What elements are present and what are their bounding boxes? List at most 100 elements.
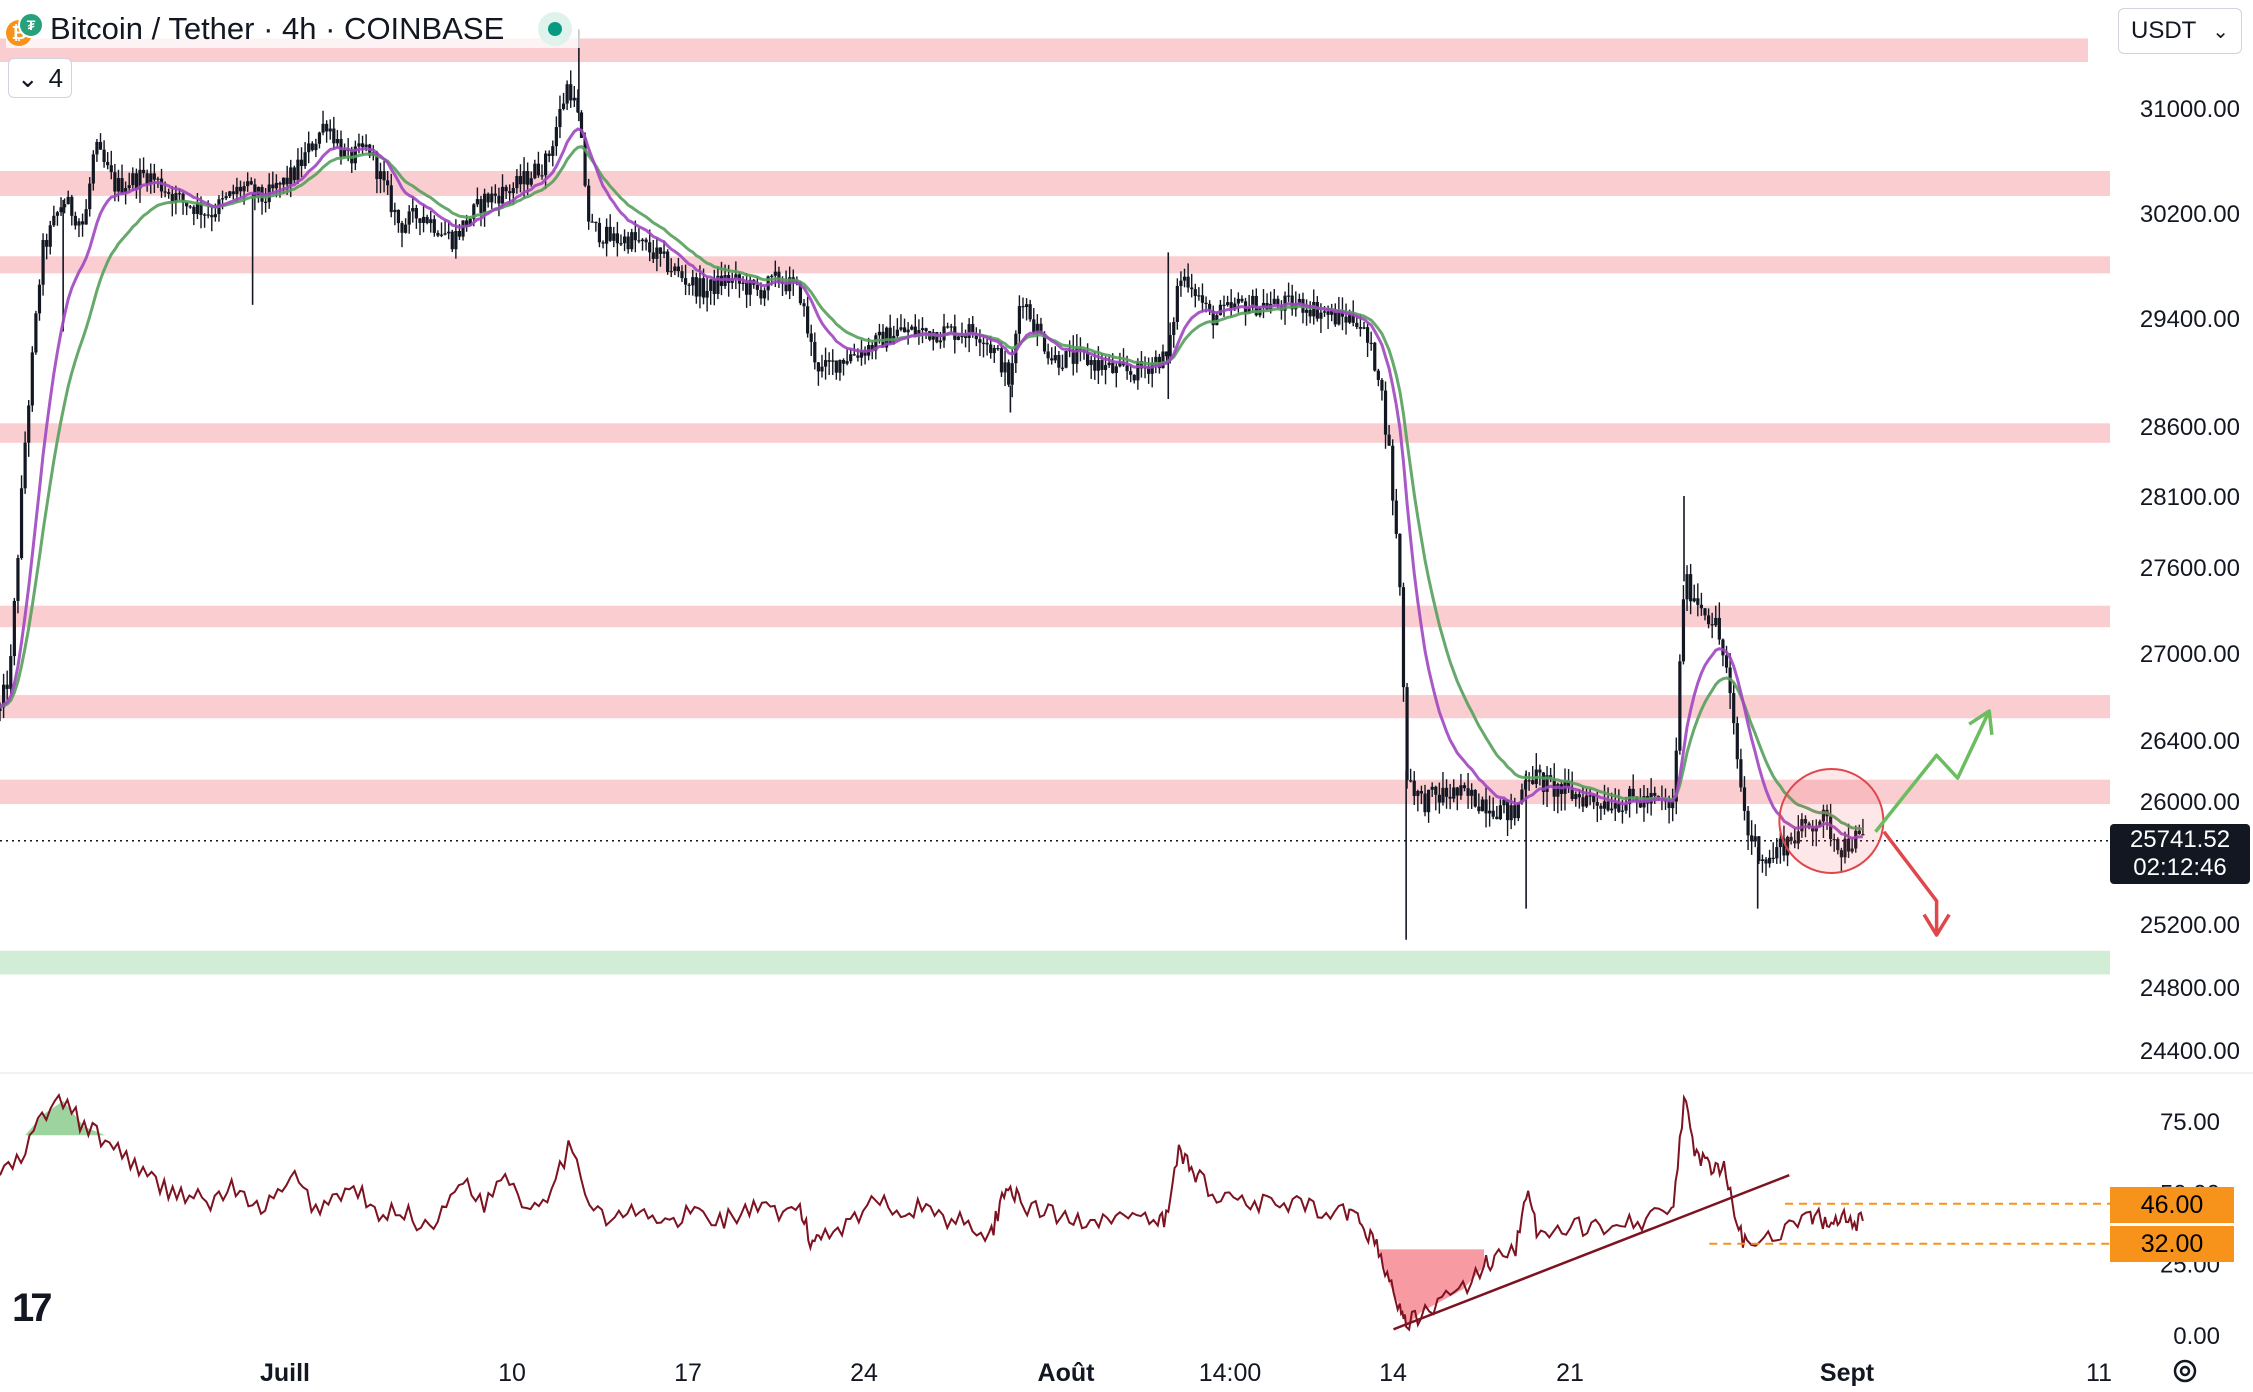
candle-body [1599, 805, 1603, 809]
candle-body [1208, 303, 1212, 311]
candle-body [443, 233, 447, 235]
candle-body [414, 208, 418, 219]
current-price-tag: 25741.52 02:12:46 [2110, 824, 2250, 884]
candle-body [1398, 533, 1402, 588]
candle-body [949, 326, 953, 328]
symbol-title[interactable]: Bitcoin / Tether · 4h · COINBASE [50, 11, 505, 46]
projection-down-arrow [1882, 830, 1939, 936]
candle-body [1545, 775, 1549, 792]
candle-body [1613, 803, 1617, 809]
candle-body [784, 283, 788, 292]
candle-body [199, 203, 203, 215]
collapse-indicators-button[interactable]: ⌄ 4 [8, 58, 72, 98]
candle-body [1373, 342, 1377, 371]
candle-body [899, 327, 903, 330]
candle-body [1182, 276, 1187, 281]
candle-body [1452, 787, 1456, 799]
candle-body [1803, 819, 1808, 824]
candle-body [777, 271, 781, 283]
candle-body [1739, 759, 1743, 788]
candle-body [543, 153, 548, 176]
candle-body [307, 143, 311, 153]
candle-body [493, 193, 497, 196]
candle-body [533, 163, 537, 179]
candle-body [249, 181, 253, 185]
candle-body [1423, 793, 1427, 813]
candle-body [1617, 803, 1621, 812]
candle-body [404, 224, 408, 233]
candle-body [1118, 362, 1122, 367]
candle-body [1624, 804, 1628, 811]
candle-body [1024, 304, 1029, 307]
chevron-down-icon: ⌄ [16, 62, 39, 93]
candle-body [1857, 830, 1861, 835]
candle-body [1681, 599, 1686, 662]
candle-body [1610, 808, 1614, 811]
candle-body [364, 144, 368, 148]
candle-body [741, 282, 745, 284]
candle-body [1477, 806, 1481, 812]
candle-body [138, 169, 142, 189]
candle-body [687, 284, 691, 286]
time-axis-label: Août [1038, 1359, 1096, 1387]
candle-body [63, 204, 67, 208]
candle-body [1638, 801, 1642, 808]
gear-icon[interactable] [2170, 1356, 2200, 1386]
candle-body [1692, 598, 1696, 602]
candle-body [328, 128, 332, 132]
candle-body [1222, 304, 1226, 306]
rsi-oversold-fill [1364, 1249, 1485, 1327]
currency-select[interactable]: USDT ⌄ [2118, 8, 2242, 54]
time-axis-label: 14:00 [1199, 1359, 1262, 1387]
candle-body [540, 175, 544, 177]
candle-body [558, 108, 562, 128]
candle-body [429, 219, 433, 224]
candle-body [1520, 789, 1524, 803]
pair-icon: ₿ ₮ [6, 12, 44, 46]
candle-body [1502, 799, 1506, 806]
candle-body [999, 348, 1004, 373]
time-axis-label: 14 [1379, 1359, 1407, 1387]
candle-body [877, 331, 882, 336]
candle-body [902, 327, 907, 333]
candle-body [1829, 816, 1833, 840]
candle-body [210, 215, 214, 218]
candle-body [963, 335, 968, 338]
candle-body [80, 221, 85, 225]
candle-body [454, 231, 458, 250]
ma-fast-line [0, 127, 1864, 840]
candle-body [1861, 834, 1865, 836]
candle-body [299, 159, 304, 167]
candle-body [465, 220, 469, 226]
candle-body [716, 275, 720, 294]
candle-body [579, 112, 584, 138]
candle-body [109, 165, 113, 173]
candle-body [669, 271, 673, 273]
candle-body [1689, 574, 1693, 602]
candle-body [1164, 351, 1169, 357]
candle-body [1193, 289, 1197, 297]
ma-slow-line [0, 144, 1864, 831]
candle-body [1312, 301, 1316, 317]
candle-body [734, 274, 738, 279]
candle-body [1060, 367, 1065, 369]
candle-body [1369, 342, 1373, 344]
candle-body [253, 184, 257, 197]
candle-body [303, 152, 307, 167]
candle-body [1685, 574, 1689, 600]
candle-body [1570, 787, 1574, 800]
candle-body [992, 347, 996, 354]
candle-body [59, 207, 63, 213]
candle-body [1103, 365, 1108, 370]
candle-body [45, 240, 49, 247]
candle-body [597, 222, 602, 243]
candle-body [278, 182, 282, 185]
candle-body [658, 247, 663, 254]
candle-body [913, 326, 917, 335]
candle-body [1473, 789, 1477, 807]
candle-body [396, 209, 401, 224]
candle-body [1495, 816, 1499, 820]
candle-body [522, 171, 526, 185]
candle-body [321, 123, 325, 133]
